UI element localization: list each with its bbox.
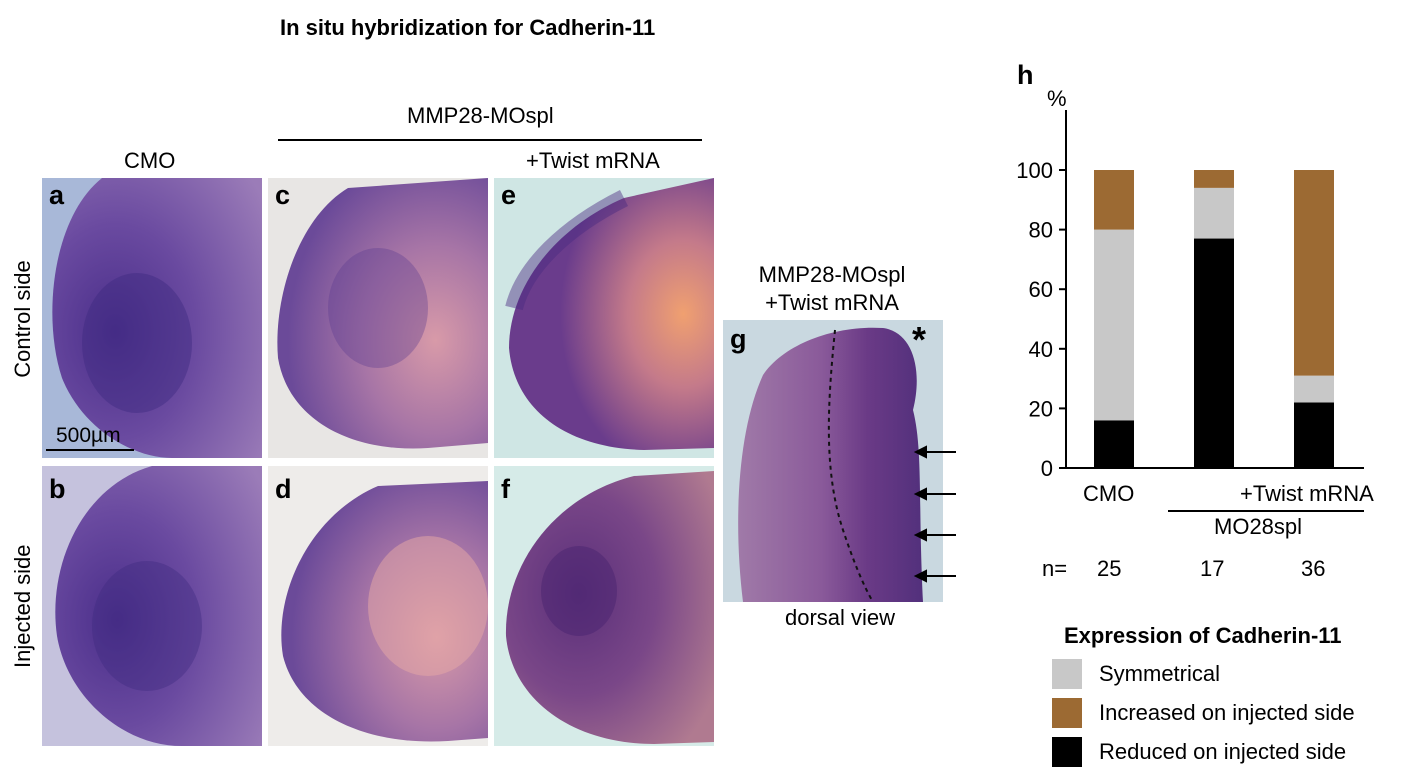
panel-label-e: e <box>501 180 517 210</box>
panel-g-title-line2: +Twist mRNA <box>765 290 899 315</box>
x-label-twist: +Twist mRNA <box>1240 481 1374 506</box>
n-value-cmo: 25 <box>1097 556 1122 581</box>
bar-segment-increased <box>1094 170 1134 230</box>
x-label-cmo: CMO <box>1083 481 1135 506</box>
legend-item: Reduced on injected side <box>1052 737 1402 767</box>
legend-item: Increased on injected side <box>1052 698 1402 728</box>
group-line <box>278 139 702 141</box>
panel-label-h: h <box>1017 60 1034 90</box>
y-tick-label: 100 <box>1016 158 1053 183</box>
col-label-twist: +Twist mRNA <box>526 148 660 173</box>
legend-label: Reduced on injected side <box>1099 739 1347 764</box>
panel-g-arrows <box>913 445 956 583</box>
panel-d-image <box>268 466 488 746</box>
n-value-twist: 36 <box>1301 556 1326 581</box>
panel-c-image <box>268 178 488 458</box>
y-tick-label: 40 <box>1029 337 1053 362</box>
panel-a-image <box>42 178 262 458</box>
bar-segment-symmetrical <box>1194 187 1234 239</box>
bar-segment-symmetrical <box>1294 375 1334 403</box>
legend-label: Symmetrical <box>1099 661 1221 686</box>
bar-segment-symmetrical <box>1094 229 1134 421</box>
legend-label: Increased on injected side <box>1099 700 1355 725</box>
panel-e-image <box>494 178 714 458</box>
y-axis-label: % <box>1047 86 1067 111</box>
panel-g-image <box>723 320 943 602</box>
y-tick-label: 80 <box>1029 218 1053 243</box>
bar-segment-increased <box>1294 170 1334 376</box>
stacked-bar-chart: 0 20 40 60 80 100 <box>1016 110 1364 481</box>
n-value-mo28spl: 17 <box>1200 556 1225 581</box>
y-tick-label: 60 <box>1029 277 1053 302</box>
legend-title: Expression of Cadherin-11 <box>1064 623 1342 648</box>
panel-label-f: f <box>501 474 510 504</box>
panel-g-caption: dorsal view <box>784 605 896 630</box>
legend-swatch <box>1052 698 1082 728</box>
bar-segment-reduced <box>1094 420 1134 468</box>
group-label: MMP28-MOspl <box>407 103 554 128</box>
panel-label-a: a <box>49 180 65 210</box>
scale-bar <box>46 449 134 451</box>
x-group-line <box>1168 510 1364 512</box>
scale-bar-label: 500µm <box>56 424 121 447</box>
n-label: n= <box>1042 556 1068 581</box>
panel-label-g: g <box>730 324 747 354</box>
figure-title: In situ hybridization for Cadherin-11 <box>280 15 656 40</box>
legend-swatch <box>1052 737 1082 767</box>
panel-f-image <box>494 466 714 746</box>
bar-segment-reduced <box>1294 402 1334 468</box>
panel-b-image <box>42 466 262 746</box>
panel-g-asterisk: * <box>912 319 927 360</box>
bar-segment-increased <box>1194 170 1234 188</box>
legend-swatch <box>1052 659 1082 689</box>
panel-label-b: b <box>49 474 66 504</box>
y-tick-label: 0 <box>1041 456 1053 481</box>
legend-item: Symmetrical <box>1052 659 1402 689</box>
x-label-group: MO28spl <box>1214 514 1303 539</box>
panel-label-d: d <box>275 474 292 504</box>
row-label-control: Control side <box>10 260 35 378</box>
y-tick-label: 20 <box>1029 396 1053 421</box>
bar-segment-reduced <box>1194 238 1234 468</box>
col-label-cmo: CMO <box>124 148 176 173</box>
row-label-injected: Injected side <box>10 544 35 668</box>
panel-label-c: c <box>275 180 291 210</box>
panel-g-title-line1: MMP28-MOspl <box>758 262 906 287</box>
